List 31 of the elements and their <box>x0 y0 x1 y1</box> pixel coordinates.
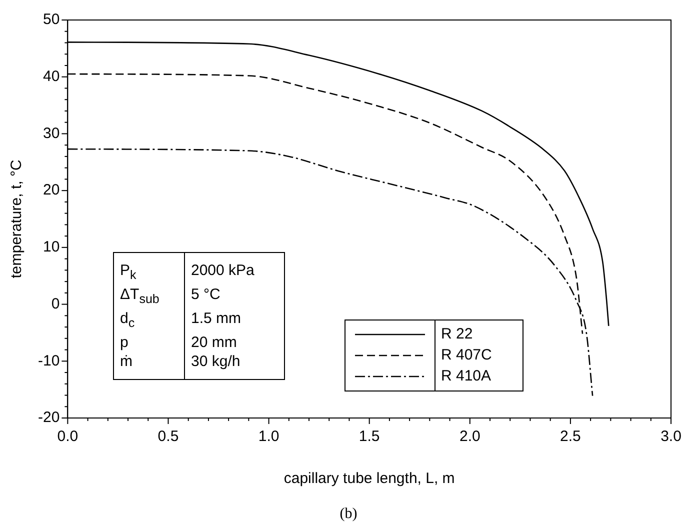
x-tick-label: 0.0 <box>57 428 78 446</box>
annotation: ṁ <box>114 352 184 380</box>
annotation: 30 kg/h <box>190 352 242 372</box>
legend-label: R 410A <box>441 368 492 385</box>
x-tick-label: 3.0 <box>660 428 682 446</box>
annotation: P$_{k}$ <box>114 252 184 285</box>
x-tick-label: 0.5 <box>158 428 179 446</box>
legend-label: R 22 <box>441 326 473 343</box>
annotation: 1.5 mm <box>190 309 242 329</box>
y-tick-label: -20 <box>38 409 60 426</box>
y-tick-label: 40 <box>42 68 60 85</box>
x-tick-label: 1.5 <box>358 428 380 446</box>
annotation: d$_{c}$ <box>114 309 184 333</box>
y-tick-label: 30 <box>42 124 60 142</box>
y-tick-label: -10 <box>38 352 60 370</box>
annotation: p <box>114 333 184 352</box>
y-axis-title: temperature, t, °C <box>8 160 26 278</box>
annotation: 5 °C <box>190 285 222 305</box>
y-tick-label: 10 <box>42 238 60 256</box>
y-tick-label: 20 <box>42 182 60 199</box>
y-tick-label: 0 <box>51 295 60 312</box>
annotation: 20 mm <box>190 333 238 352</box>
text: (b) <box>338 506 358 523</box>
annotation: 2000 kPa <box>190 261 256 281</box>
x-axis-title: capillary tube length, L, m <box>284 470 455 488</box>
x-tick-label: 2.5 <box>560 428 581 446</box>
legend-label: R 407C <box>441 346 492 364</box>
x-tick-label: 1.0 <box>258 428 280 446</box>
x-tick-label: 2.0 <box>459 428 480 446</box>
y-tick-label: 50 <box>42 11 60 28</box>
annotation: ΔT$_{sub}$ <box>114 285 184 309</box>
